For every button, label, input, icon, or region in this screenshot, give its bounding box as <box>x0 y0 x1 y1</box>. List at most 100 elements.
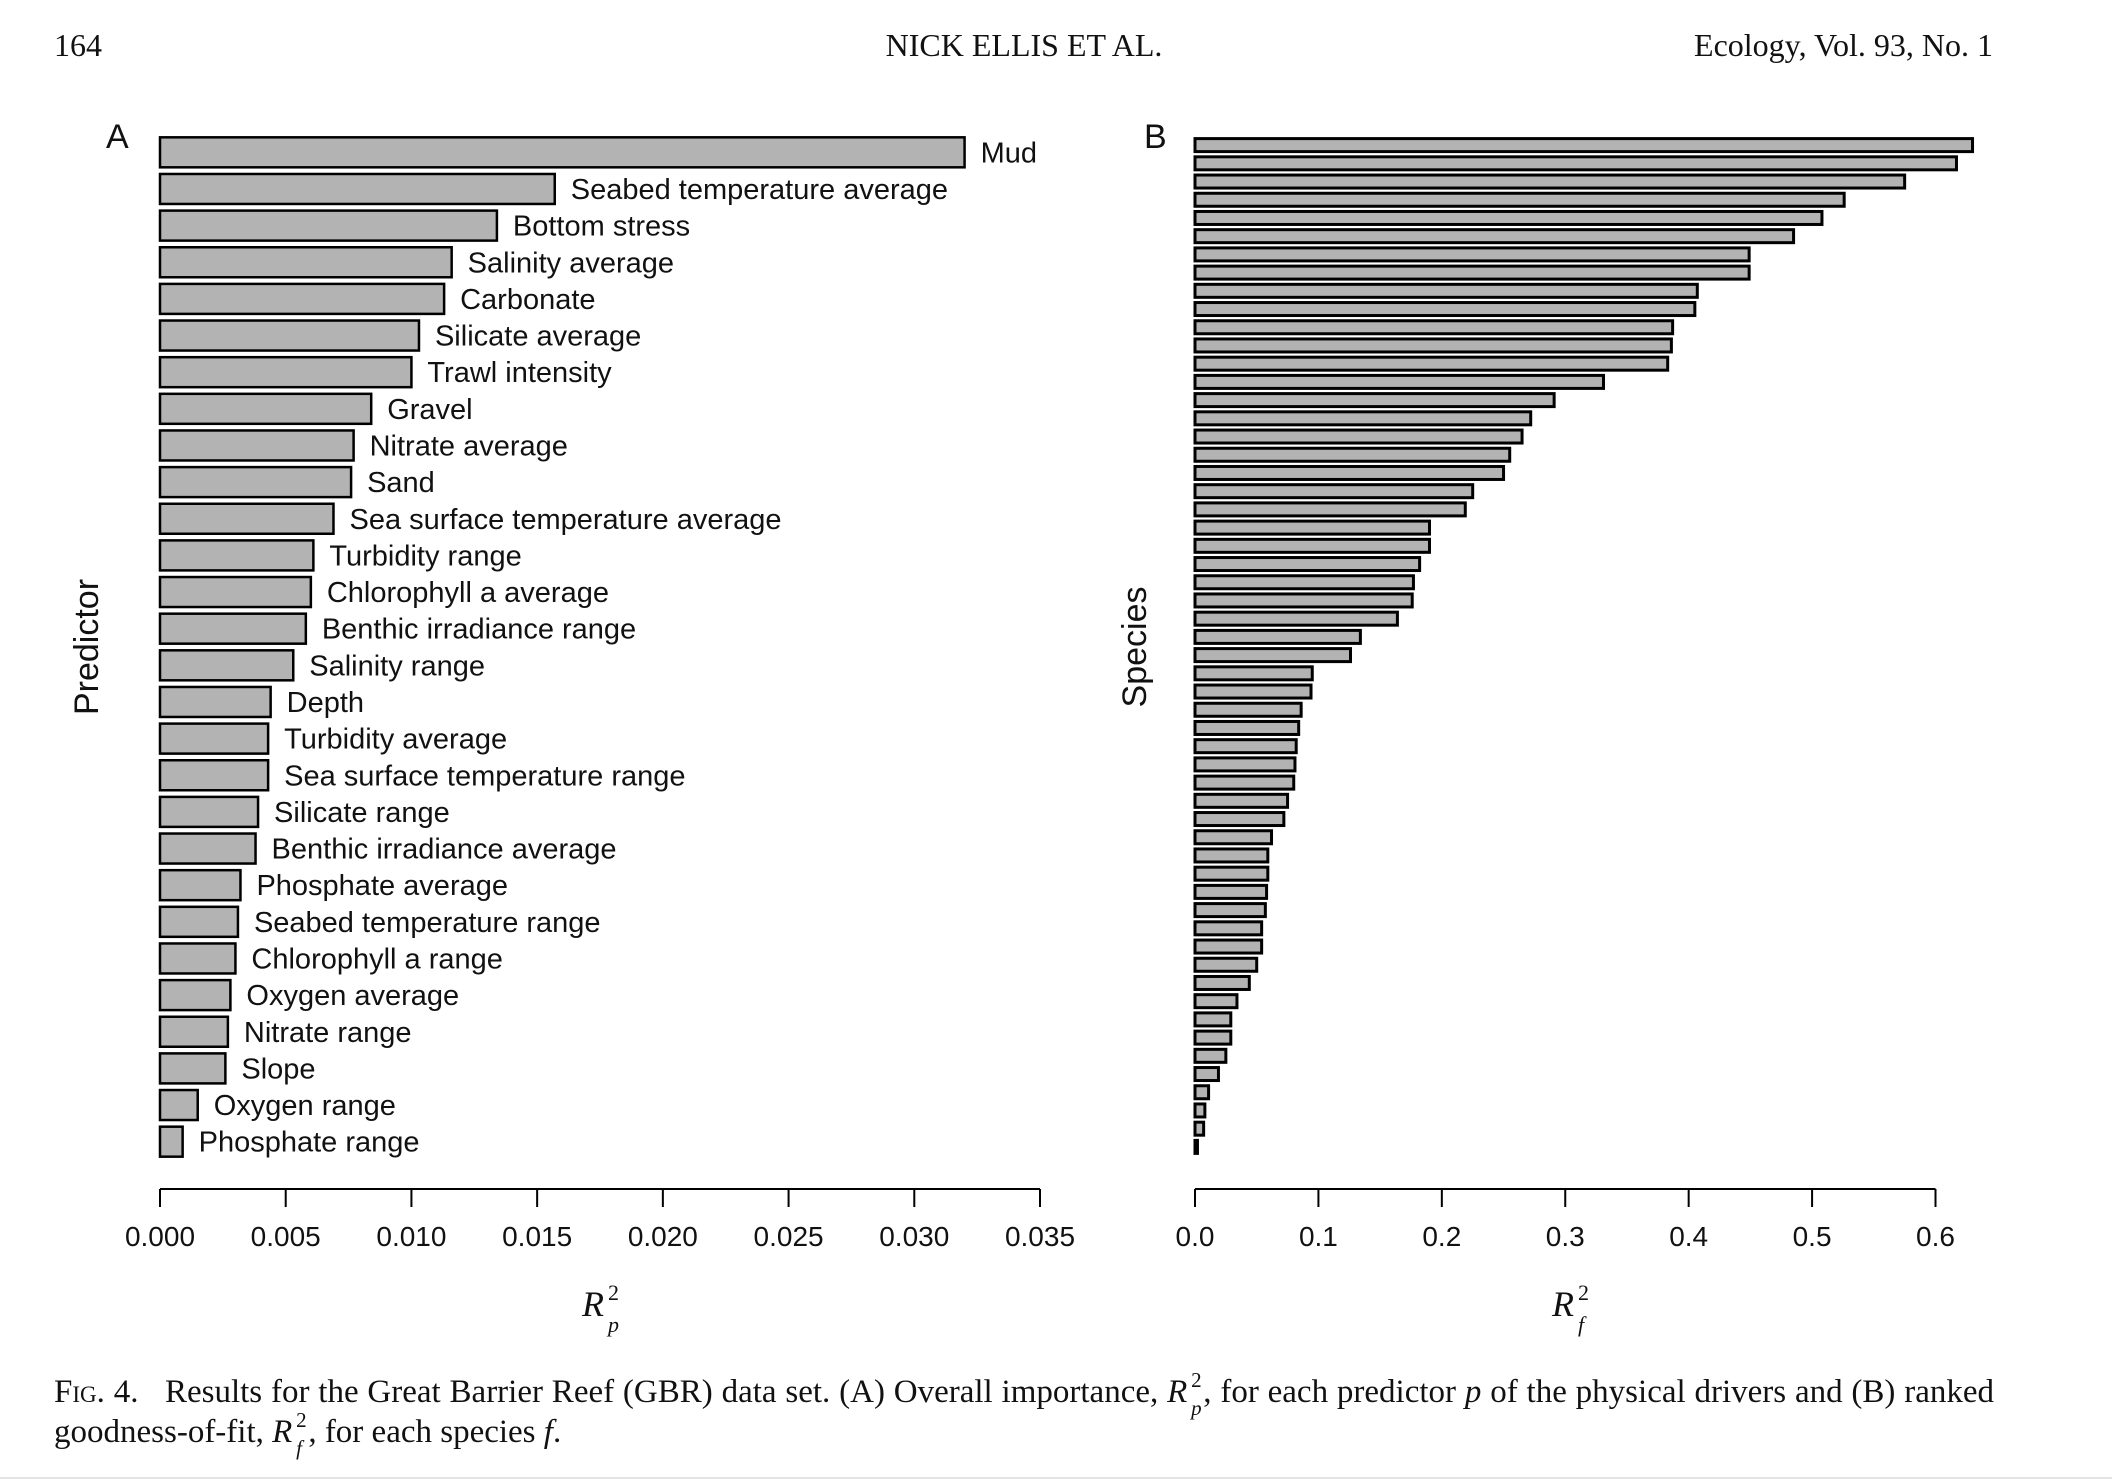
panel-label: B <box>1144 118 1167 156</box>
bar <box>1193 1120 1206 1137</box>
x-tick-label: 0.4 <box>1669 1221 1708 1252</box>
caption-text: , for each species <box>308 1414 536 1450</box>
x-tick-label: 0.020 <box>628 1221 698 1252</box>
bar-label: Mud <box>981 137 1037 169</box>
x-tick-label: 0.010 <box>376 1221 446 1252</box>
caption-fig-label: Fig. 4. <box>54 1374 139 1410</box>
bar <box>158 1015 230 1048</box>
x-axis-label: R 2 f <box>1551 1280 1589 1337</box>
bar <box>1193 683 1313 700</box>
bar <box>1193 756 1297 773</box>
bar <box>1193 337 1673 354</box>
bar <box>1193 993 1239 1010</box>
bar <box>158 539 315 572</box>
bar-label: Salinity range <box>309 650 485 682</box>
bar <box>1193 1029 1233 1046</box>
x-axis-label-sub: p <box>606 1312 619 1337</box>
bar <box>1193 355 1670 372</box>
bar-label: Nitrate average <box>370 430 568 462</box>
bar <box>158 722 270 755</box>
bar <box>158 465 353 499</box>
bar <box>158 502 335 535</box>
x-axis-label-r: R <box>581 1284 604 1324</box>
bar <box>158 575 313 609</box>
running-head-authors: NICK ELLIS ET AL. <box>886 27 1163 63</box>
bar <box>158 429 355 462</box>
bar <box>1193 719 1301 736</box>
bar-label: Phosphate average <box>256 870 508 902</box>
bar <box>1193 865 1270 882</box>
caption-text: Results for the Great Barrier Reef (GBR)… <box>164 1374 1159 1410</box>
bar <box>158 759 270 792</box>
bar <box>1193 319 1675 336</box>
x-axis-label-r: R <box>1551 1284 1574 1324</box>
bar <box>1193 501 1467 518</box>
bar <box>1193 191 1846 208</box>
bar <box>158 905 240 939</box>
bar <box>158 795 260 829</box>
bar <box>1193 228 1796 245</box>
bar <box>1193 811 1286 828</box>
bar <box>1193 392 1556 409</box>
bar <box>1193 282 1699 299</box>
bar <box>158 685 272 719</box>
bar <box>158 832 257 865</box>
bar-label: Benthic irradiance range <box>322 614 636 646</box>
y-axis-label: Predictor <box>68 579 106 715</box>
bar-label: Sea surface temperature average <box>349 504 781 536</box>
bar <box>1193 246 1751 263</box>
caption-sub: p <box>1191 1396 1202 1420</box>
bar-label: Carbonate <box>460 284 595 316</box>
bar <box>1193 428 1524 445</box>
bar <box>158 1088 199 1122</box>
bar <box>158 1052 227 1085</box>
bar <box>1193 829 1274 846</box>
bar <box>158 246 453 279</box>
bar <box>1193 1138 1199 1155</box>
x-tick-label: 0.015 <box>502 1221 572 1252</box>
caption-sup: 2 <box>1191 1368 1202 1392</box>
x-tick-label: 0.000 <box>125 1221 195 1252</box>
caption-italic: p <box>1464 1374 1482 1410</box>
bar-label: Chlorophyll a range <box>251 943 502 975</box>
x-tick-label: 0.005 <box>251 1221 321 1252</box>
bar <box>1193 483 1475 500</box>
bar <box>1193 574 1415 591</box>
bar-label: Turbidity range <box>329 540 521 572</box>
bar <box>1193 628 1362 645</box>
bar <box>1193 902 1267 919</box>
caption-r: R <box>272 1414 293 1450</box>
bar-label: Sand <box>367 467 435 499</box>
caption-sub: f <box>296 1436 302 1460</box>
bar <box>1193 537 1431 554</box>
panel-b-chart: 0.0 0.1 0.2 0.3 0.4 0.5 0.6 B Species R 2 f <box>1116 118 1975 1337</box>
bar <box>158 282 446 316</box>
divider <box>0 1477 2112 1479</box>
caption-italic: f <box>543 1414 553 1450</box>
bar-label: Silicate average <box>435 321 641 353</box>
x-tick-label: 0.025 <box>754 1221 824 1252</box>
bar-label: Seabed temperature range <box>254 907 601 939</box>
bar <box>1193 883 1269 900</box>
x-axis-label-sup: 2 <box>1578 1280 1589 1305</box>
bar-label: Depth <box>287 687 364 719</box>
x-axis-label-sup: 2 <box>608 1280 619 1305</box>
bar-label: Trawl intensity <box>427 357 612 389</box>
bar-label: Turbidity average <box>284 724 507 756</box>
x-tick-label: 0.3 <box>1546 1221 1585 1252</box>
bar-label: Phosphate range <box>199 1127 420 1159</box>
bar-label: Benthic irradiance average <box>272 834 617 866</box>
bar-label: Sea surface temperature range <box>284 760 685 792</box>
bar <box>158 612 308 645</box>
bar <box>158 978 232 1012</box>
bar <box>158 136 966 169</box>
bar <box>1193 592 1414 609</box>
bar-label: Seabed temperature average <box>571 174 948 206</box>
x-tick-label: 0.2 <box>1422 1221 1461 1252</box>
bar <box>1193 209 1824 226</box>
bar-label: Oxygen average <box>246 980 459 1012</box>
bar-label: Silicate range <box>274 797 450 829</box>
bar <box>1193 701 1303 718</box>
bar <box>1193 264 1751 281</box>
